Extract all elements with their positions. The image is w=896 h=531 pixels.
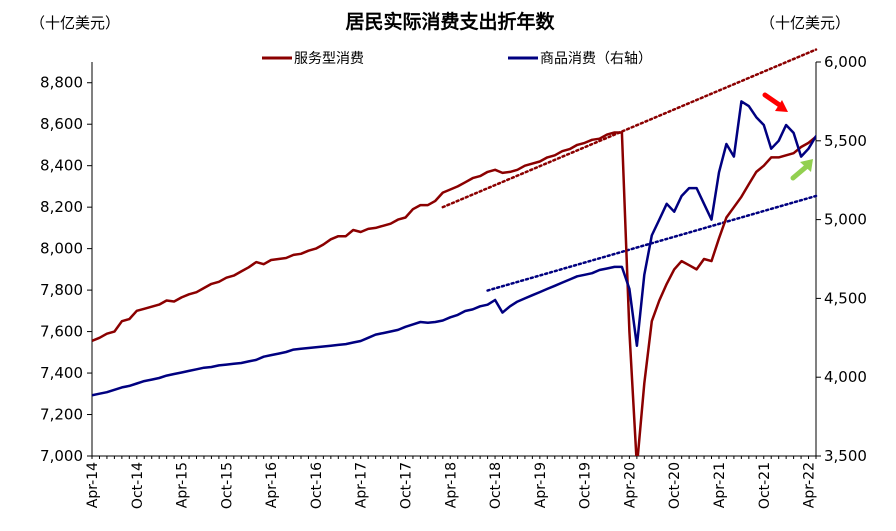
x-tick-label: Apr-18: [443, 462, 459, 508]
left-tick-label: 8,800: [40, 74, 83, 92]
x-tick-label: Oct-20: [667, 462, 683, 509]
x-tick-label: Apr-20: [622, 462, 638, 508]
legend: 服务型消费 商品消费（右轴）: [262, 51, 652, 67]
left-tick-label: 8,000: [40, 240, 83, 258]
x-tick-label: Oct-19: [578, 462, 594, 509]
x-tick-label: Oct-16: [309, 462, 325, 509]
right-tick-label: 4,500: [824, 289, 867, 307]
green-arrow: [790, 159, 813, 181]
legend-label-goods: 商品消费（右轴）: [540, 51, 652, 67]
x-tick-label: Apr-19: [533, 462, 549, 508]
trend-line-services: [441, 48, 818, 209]
x-tick-label: Oct-18: [488, 462, 504, 509]
x-tick-label: Oct-21: [757, 462, 773, 509]
x-tick-label: Apr-22: [802, 462, 818, 508]
x-tick-label: Apr-21: [712, 462, 728, 508]
left-tick-label: 7,400: [40, 364, 83, 382]
left-tick-label: 7,000: [40, 447, 83, 465]
axes: 7,000 7,200 7,400 7,600 7,800 8,000 8,200 8,400…: [40, 53, 867, 509]
trend-line-goods: [486, 194, 818, 292]
chart-title: 居民实际消费支出折年数: [345, 10, 555, 33]
x-tick-label: Oct-15: [219, 462, 235, 509]
series-line-goods: [92, 100, 816, 397]
left-tick-label: 7,600: [40, 323, 83, 341]
right-tick-label: 5,000: [824, 211, 867, 229]
trend-lines: [441, 48, 818, 292]
left-tick-label: 8,600: [40, 115, 83, 133]
right-axis-unit: （十亿美元）: [760, 14, 850, 32]
annotations: [762, 92, 813, 181]
x-tick-label: Oct-17: [398, 462, 414, 509]
red-arrow: [762, 92, 788, 112]
left-tick-label: 7,200: [40, 406, 83, 424]
left-tick-label: 7,800: [40, 281, 83, 299]
series-lines: [92, 100, 816, 456]
left-tick-label: 8,400: [40, 157, 83, 175]
right-tick-label: 4,000: [824, 368, 867, 386]
right-tick-label: 3,500: [824, 447, 867, 465]
x-tick-label: Apr-15: [175, 462, 191, 508]
x-tick-label: Apr-17: [354, 462, 370, 508]
right-tick-label: 5,500: [824, 132, 867, 150]
series-line-services: [92, 131, 816, 456]
left-axis-unit: （十亿美元）: [30, 14, 120, 32]
x-tick-label: Oct-14: [130, 462, 146, 509]
right-tick-label: 6,000: [824, 53, 867, 71]
left-tick-label: 8,200: [40, 198, 83, 216]
legend-label-services: 服务型消费: [294, 51, 364, 67]
x-tick-label: Apr-14: [85, 462, 101, 508]
x-tick-label: Apr-16: [264, 462, 280, 508]
